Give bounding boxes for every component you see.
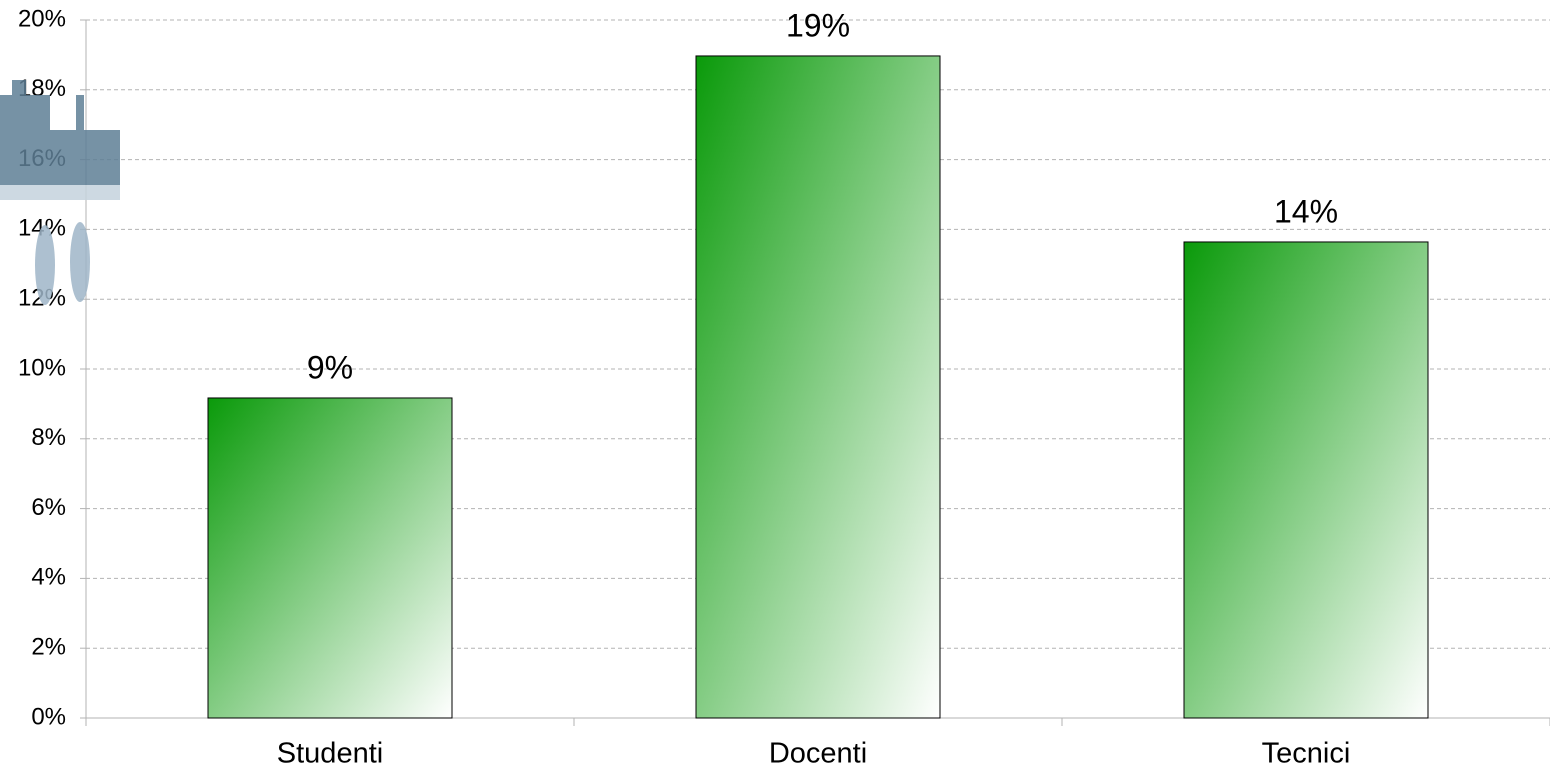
x-tick-label: Tecnici <box>1262 738 1351 770</box>
y-tick-label: 20% <box>18 5 66 32</box>
value-label: 14% <box>1274 193 1338 229</box>
y-tick-label: 10% <box>18 354 66 381</box>
x-tick-label: Studenti <box>277 738 383 770</box>
y-tick-label: 2% <box>31 634 66 661</box>
value-label: 9% <box>307 349 353 385</box>
y-tick-label: 0% <box>31 703 66 730</box>
y-tick-label: 4% <box>31 564 66 591</box>
bar <box>695 55 941 719</box>
x-tick-label: Docenti <box>769 738 867 770</box>
y-tick-label: 8% <box>31 424 66 451</box>
y-tick-label: 6% <box>31 494 66 521</box>
decorative-image <box>0 80 120 305</box>
bar <box>1183 241 1429 719</box>
bar <box>207 397 453 719</box>
value-label: 19% <box>786 7 850 43</box>
